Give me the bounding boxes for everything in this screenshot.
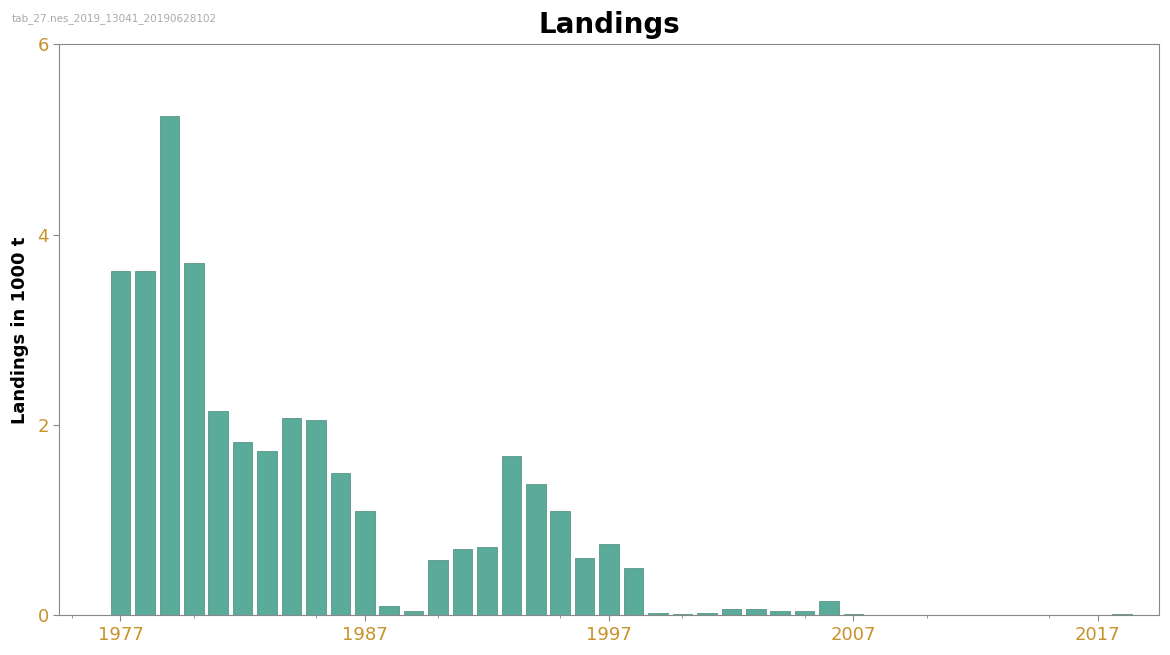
- Bar: [550, 511, 570, 616]
- Bar: [135, 271, 154, 616]
- Bar: [502, 455, 521, 616]
- Bar: [966, 614, 985, 616]
- Bar: [746, 608, 765, 616]
- Bar: [159, 116, 179, 616]
- Bar: [599, 544, 619, 616]
- Bar: [404, 610, 424, 616]
- Bar: [794, 610, 814, 616]
- Bar: [526, 484, 545, 616]
- Bar: [1014, 614, 1034, 616]
- Bar: [893, 614, 913, 616]
- Bar: [331, 473, 350, 616]
- Title: Landings: Landings: [538, 11, 680, 39]
- Bar: [233, 442, 253, 616]
- Bar: [208, 411, 228, 616]
- Bar: [574, 558, 594, 616]
- Bar: [282, 419, 301, 616]
- Bar: [624, 568, 644, 616]
- Bar: [428, 560, 448, 616]
- Y-axis label: Landings in 1000 t: Landings in 1000 t: [11, 236, 29, 424]
- Bar: [307, 421, 325, 616]
- Bar: [355, 511, 374, 616]
- Bar: [453, 549, 473, 616]
- Bar: [770, 610, 790, 616]
- Bar: [648, 612, 668, 616]
- Bar: [819, 601, 839, 616]
- Bar: [184, 263, 204, 616]
- Bar: [673, 614, 693, 616]
- Bar: [722, 608, 741, 616]
- Bar: [697, 612, 717, 616]
- Bar: [1113, 614, 1133, 616]
- Bar: [844, 614, 863, 616]
- Bar: [111, 271, 130, 616]
- Bar: [990, 614, 1010, 616]
- Bar: [379, 606, 399, 616]
- Bar: [477, 547, 497, 616]
- Text: tab_27.nes_2019_13041_20190628102: tab_27.nes_2019_13041_20190628102: [12, 13, 216, 24]
- Bar: [942, 614, 961, 616]
- Bar: [917, 614, 936, 616]
- Bar: [257, 451, 277, 616]
